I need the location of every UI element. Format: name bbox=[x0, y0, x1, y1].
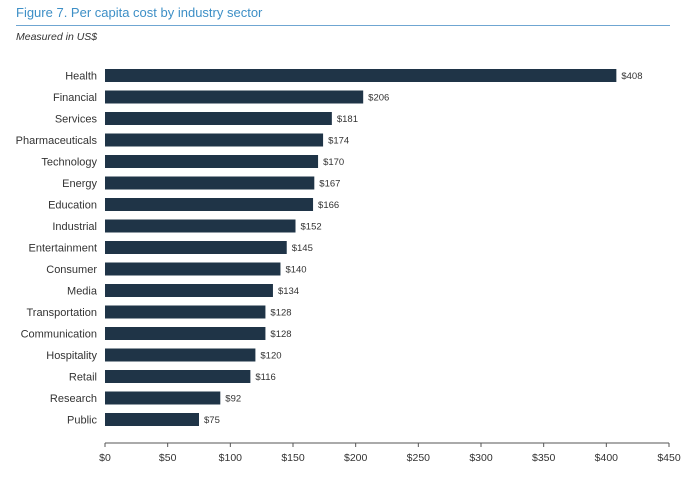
x-tick-label-200: $200 bbox=[344, 452, 368, 464]
x-tick-label-300: $300 bbox=[469, 452, 493, 464]
bar-pharmaceuticals bbox=[105, 133, 324, 147]
bar-transportation bbox=[105, 305, 266, 319]
x-tick-label-350: $350 bbox=[532, 452, 556, 464]
category-label-financial: Financial bbox=[53, 92, 97, 104]
category-label-communication: Communication bbox=[21, 328, 97, 340]
chart-subtitle: Measured in US$ bbox=[16, 31, 98, 43]
value-label-energy: $167 bbox=[319, 179, 340, 190]
value-label-media: $134 bbox=[278, 286, 299, 297]
category-label-retail: Retail bbox=[69, 371, 97, 383]
value-label-financial: $206 bbox=[368, 93, 389, 104]
bar-public bbox=[105, 413, 199, 426]
category-label-media: Media bbox=[67, 285, 98, 297]
bar-education bbox=[105, 198, 314, 211]
value-label-pharmaceuticals: $174 bbox=[328, 136, 349, 147]
title-divider bbox=[16, 25, 670, 26]
category-label-technology: Technology bbox=[41, 156, 97, 168]
bar-health bbox=[105, 69, 617, 82]
category-label-entertainment: Entertainment bbox=[29, 242, 97, 254]
x-tick-label-400: $400 bbox=[595, 452, 619, 464]
bar-research bbox=[105, 391, 221, 405]
value-label-communication: $128 bbox=[270, 329, 291, 340]
x-tick-label-450: $450 bbox=[657, 452, 681, 464]
category-label-pharmaceuticals: Pharmaceuticals bbox=[16, 135, 98, 147]
value-label-technology: $170 bbox=[323, 157, 344, 168]
value-label-health: $408 bbox=[621, 71, 642, 82]
category-label-energy: Energy bbox=[62, 178, 97, 190]
category-label-hospitality: Hospitality bbox=[46, 350, 97, 362]
bar-hospitality bbox=[105, 348, 256, 362]
category-label-public: Public bbox=[67, 414, 97, 426]
value-label-services: $181 bbox=[337, 114, 358, 125]
x-tick-label-150: $150 bbox=[281, 452, 305, 464]
bar-entertainment bbox=[105, 241, 287, 254]
bar-energy bbox=[105, 176, 315, 190]
bar-media bbox=[105, 284, 273, 297]
value-label-consumer: $140 bbox=[285, 265, 306, 276]
value-label-transportation: $128 bbox=[270, 308, 291, 319]
value-label-hospitality: $120 bbox=[260, 351, 281, 362]
category-label-industrial: Industrial bbox=[52, 221, 97, 233]
category-label-transportation: Transportation bbox=[26, 307, 97, 319]
x-tick-label-0: $0 bbox=[99, 452, 111, 464]
value-label-entertainment: $145 bbox=[292, 243, 313, 254]
bar-communication bbox=[105, 327, 266, 340]
value-label-industrial: $152 bbox=[301, 222, 322, 233]
bar-services bbox=[105, 112, 332, 125]
value-label-education: $166 bbox=[318, 200, 339, 211]
category-label-health: Health bbox=[65, 70, 97, 82]
bar-retail bbox=[105, 370, 251, 383]
category-label-consumer: Consumer bbox=[46, 264, 97, 276]
bar-financial bbox=[105, 90, 364, 104]
bar-consumer bbox=[105, 262, 281, 276]
value-label-retail: $116 bbox=[255, 372, 275, 383]
value-label-public: $75 bbox=[204, 415, 220, 426]
x-tick-label-250: $250 bbox=[407, 452, 431, 464]
category-label-services: Services bbox=[55, 113, 98, 125]
x-tick-label-50: $50 bbox=[159, 452, 177, 464]
x-tick-label-100: $100 bbox=[219, 452, 243, 464]
category-label-education: Education bbox=[48, 199, 97, 211]
chart-title: Figure 7. Per capita cost by industry se… bbox=[16, 5, 263, 20]
bar-industrial bbox=[105, 219, 296, 233]
value-label-research: $92 bbox=[225, 394, 241, 405]
bar-technology bbox=[105, 155, 319, 168]
category-label-research: Research bbox=[50, 393, 97, 405]
